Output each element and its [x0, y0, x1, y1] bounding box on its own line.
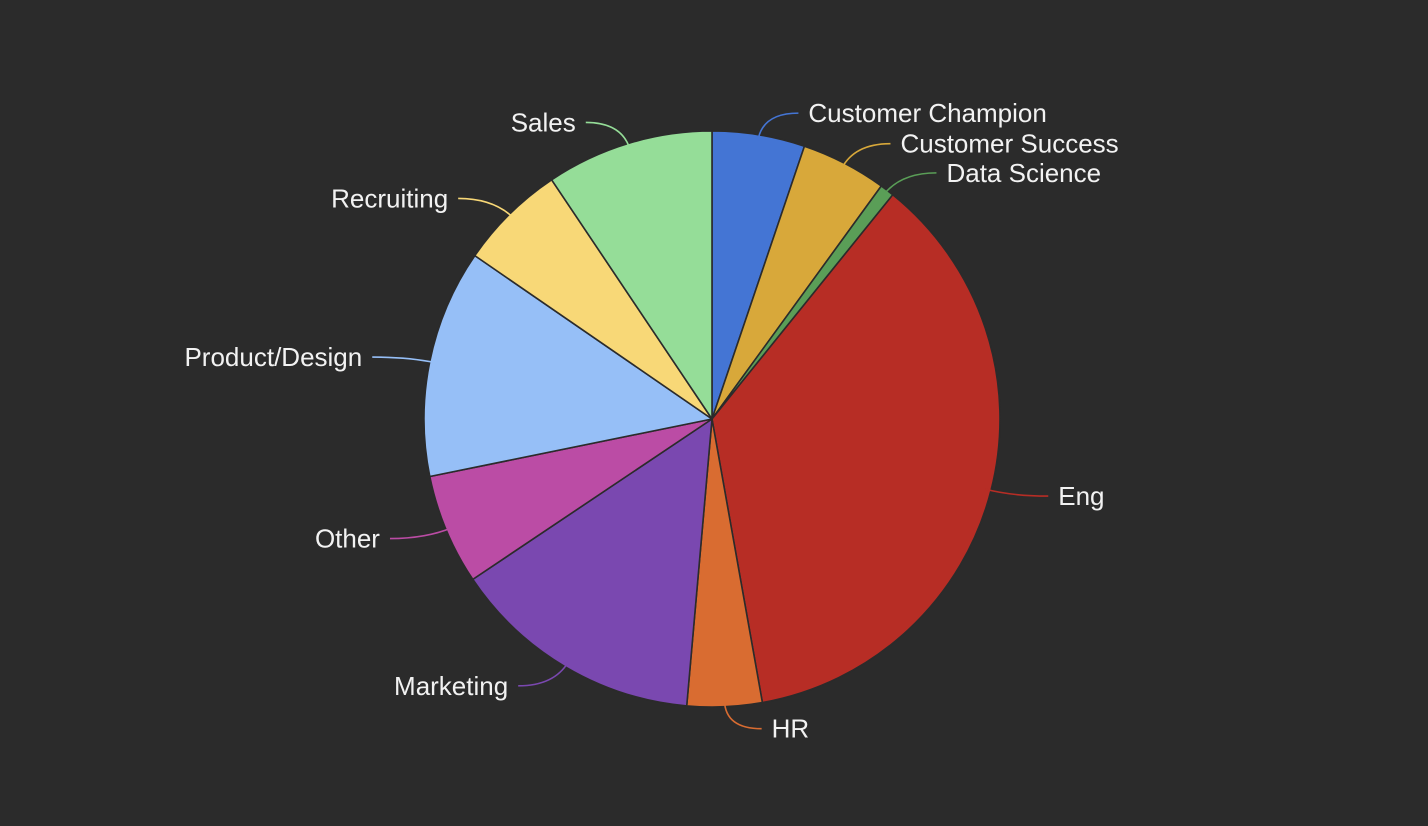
leader-line-customer-champion — [757, 112, 799, 141]
slice-label-customer-success: Customer Success — [900, 129, 1118, 159]
slice-label-marketing: Marketing — [394, 671, 508, 701]
slice-label-customer-champion: Customer Champion — [808, 98, 1046, 128]
leader-line-data-science — [882, 172, 937, 196]
leader-line-recruiting — [458, 197, 515, 219]
leader-line-sales — [585, 121, 631, 150]
slices-layer — [423, 130, 1001, 708]
slice-label-data-science: Data Science — [946, 158, 1101, 188]
slice-label-product-design: Product/Design — [184, 342, 362, 372]
slice-label-other: Other — [315, 524, 380, 554]
leader-line-marketing — [518, 661, 570, 687]
leader-line-customer-success — [840, 142, 891, 169]
slice-label-hr: HR — [772, 714, 810, 744]
slice-label-recruiting: Recruiting — [331, 183, 448, 213]
slice-label-sales: Sales — [511, 107, 576, 137]
leader-line-hr — [723, 700, 762, 730]
leader-line-other — [389, 526, 453, 540]
leader-lines-layer — [372, 112, 1049, 730]
leader-line-eng — [984, 488, 1049, 497]
slice-label-eng: Eng — [1058, 481, 1104, 511]
leader-line-product-design — [372, 356, 436, 364]
